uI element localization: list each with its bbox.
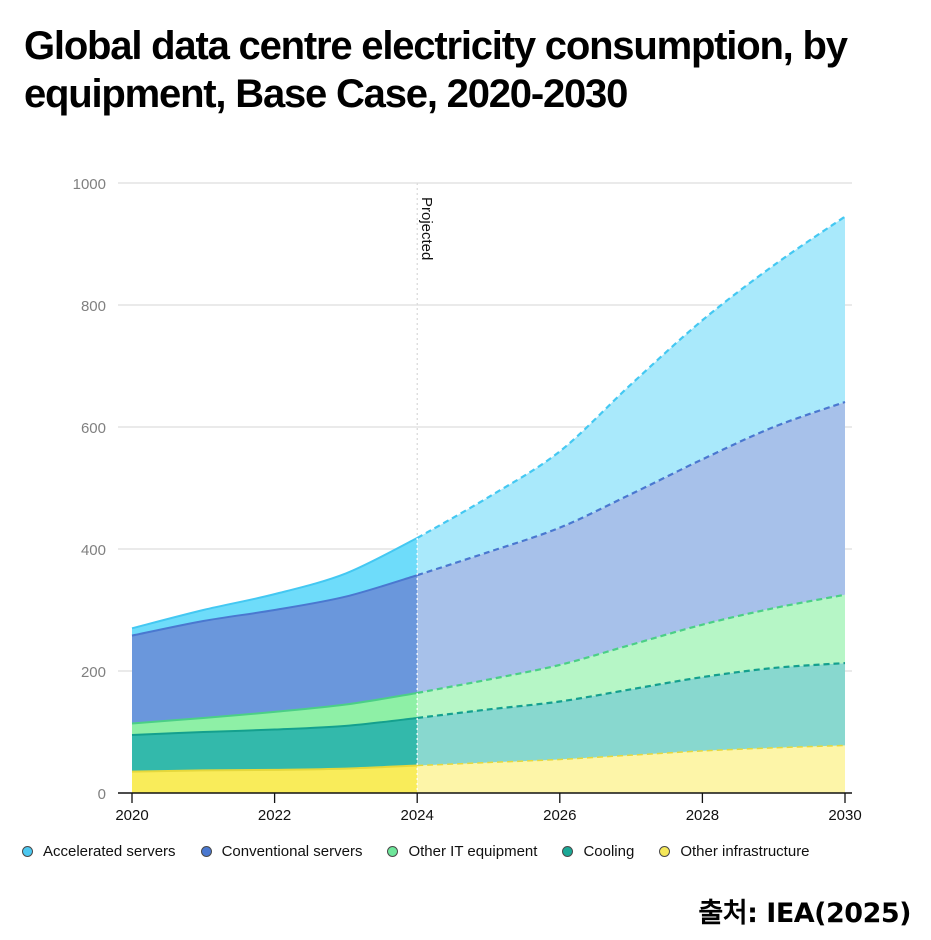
x-tick-label-2022: 2022 xyxy=(258,807,291,824)
y-tick-label-0: 0 xyxy=(98,786,106,803)
y-tick-label-800: 800 xyxy=(81,298,106,315)
x-tick-label-2024: 2024 xyxy=(401,807,434,824)
y-tick-label-400: 400 xyxy=(81,542,106,559)
legend-swatch-icon xyxy=(659,846,671,857)
y-tick-label-200: 200 xyxy=(81,664,106,681)
y-tick-label-1000: 1000 xyxy=(73,176,106,193)
area-conventional-servers-historical xyxy=(132,575,418,724)
legend-swatch-icon xyxy=(22,846,33,857)
legend-item-conventional-servers[interactable]: Conventional servers xyxy=(200,843,363,860)
area-other-it-equipment-projected xyxy=(417,594,845,718)
area-other-infrastructure-projected xyxy=(417,745,845,793)
legend-item-cooling[interactable]: Cooling xyxy=(562,843,634,860)
legend-swatch-icon xyxy=(387,846,399,857)
area-accelerated-servers-projected xyxy=(417,216,845,576)
legend-item-other-it-equipment[interactable]: Other IT equipment xyxy=(387,843,537,860)
chart-title: Global data centre electricity consumpti… xyxy=(24,24,848,116)
legend-label: Conventional servers xyxy=(221,843,363,860)
area-other-it-equipment-historical xyxy=(132,692,418,736)
legend-item-accelerated-servers[interactable]: Accelerated servers xyxy=(22,843,176,860)
legend: Accelerated servers Conventional servers O… xyxy=(22,843,810,860)
series-lines xyxy=(131,215,846,773)
projected-divider: Projected xyxy=(416,183,435,793)
area-cooling-historical xyxy=(132,717,418,772)
x-tick-label-2028: 2028 xyxy=(686,807,719,824)
axes: 0 200 400 600 800 1000 2020 2022 2024 2026 2028 203… xyxy=(73,176,862,824)
stacked-areas xyxy=(132,216,845,793)
legend-label: Other IT equipment xyxy=(408,843,538,860)
legend-label: Accelerated servers xyxy=(43,843,176,860)
x-tick-label-2026: 2026 xyxy=(543,807,576,824)
area-accelerated-servers-historical xyxy=(132,538,418,636)
x-tick-label-2030: 2030 xyxy=(828,807,861,824)
source-credit: 출처: IEA(2025) xyxy=(698,898,911,929)
area-cooling-projected xyxy=(417,663,845,766)
area-conventional-servers-projected xyxy=(417,401,845,693)
legend-swatch-icon xyxy=(562,846,574,857)
area-other-infrastructure-historical xyxy=(132,765,418,793)
x-tick-label-2020: 2020 xyxy=(115,807,148,824)
legend-item-other-infrastructure[interactable]: Other infrastructure xyxy=(659,843,810,860)
legend-label: Cooling xyxy=(583,843,635,860)
legend-swatch-icon xyxy=(200,846,212,857)
y-tick-label-600: 600 xyxy=(81,420,106,437)
projected-label: Projected xyxy=(418,197,435,260)
legend-label: Other infrastructure xyxy=(680,843,810,860)
